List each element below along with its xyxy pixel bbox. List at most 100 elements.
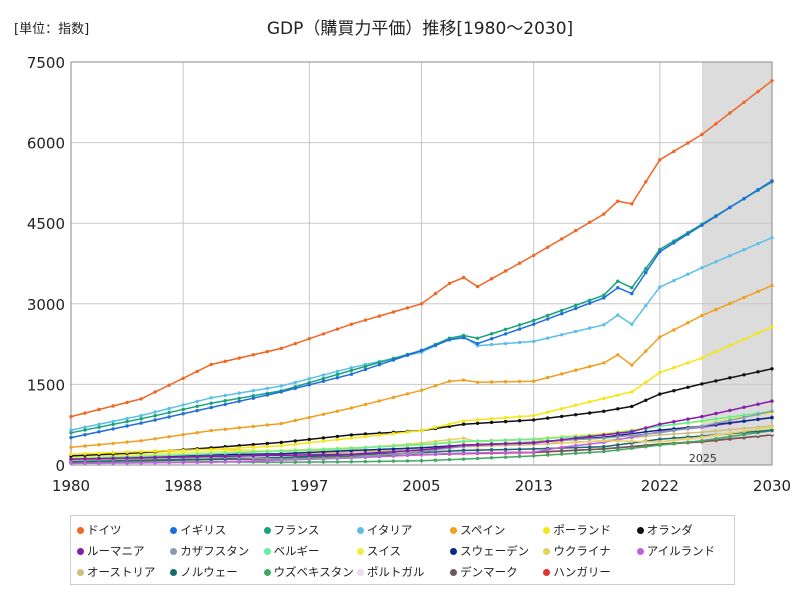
series-point xyxy=(195,369,199,374)
series-point xyxy=(602,439,606,443)
series-point xyxy=(279,440,283,445)
legend-swatch xyxy=(356,568,364,576)
series-point xyxy=(742,248,746,252)
series-point xyxy=(574,403,578,407)
series-point xyxy=(265,349,269,354)
series-point xyxy=(658,431,662,435)
series-point xyxy=(265,453,269,458)
legend-label: デンマーク xyxy=(460,565,518,579)
series-point xyxy=(321,412,326,416)
series-point xyxy=(139,439,143,443)
series-point xyxy=(602,436,606,440)
series-point xyxy=(672,438,676,442)
series-point xyxy=(560,449,564,453)
series-point xyxy=(517,261,522,265)
series-point xyxy=(321,447,326,452)
series-point xyxy=(125,424,129,428)
series-point xyxy=(616,435,620,439)
series-point xyxy=(546,313,550,318)
series-point xyxy=(433,425,438,430)
series-point xyxy=(377,314,382,318)
series-point xyxy=(630,202,634,206)
series-point xyxy=(349,406,354,410)
series-point xyxy=(686,361,690,365)
series-point xyxy=(111,441,115,446)
series-point xyxy=(139,397,143,401)
series-point xyxy=(532,339,536,344)
series-point xyxy=(237,426,241,430)
series-point xyxy=(658,285,662,289)
series-point xyxy=(83,428,87,432)
series-point xyxy=(742,373,746,377)
series-point xyxy=(532,318,536,323)
series-point xyxy=(630,390,634,394)
series-point xyxy=(391,310,396,314)
series-point xyxy=(419,302,424,306)
legend-item: ポーランド xyxy=(543,521,636,539)
series-point xyxy=(167,460,171,465)
forecast-year-label: 2025 xyxy=(689,452,717,465)
series-point xyxy=(223,359,227,363)
series-point xyxy=(644,270,648,275)
series-point xyxy=(97,407,101,412)
series-point xyxy=(125,416,129,421)
series-point xyxy=(644,304,648,308)
series-point xyxy=(756,412,760,416)
series-point xyxy=(714,122,718,126)
series-point xyxy=(756,417,760,422)
series-point xyxy=(181,433,185,437)
series-point xyxy=(447,449,452,453)
series-point xyxy=(644,426,648,430)
series-point xyxy=(335,409,340,413)
series-point xyxy=(293,457,297,461)
series-point xyxy=(728,343,732,348)
series-point xyxy=(419,442,424,447)
series-point xyxy=(532,379,536,383)
legend-swatch xyxy=(636,547,644,555)
series-point xyxy=(489,277,494,281)
series-point xyxy=(181,455,185,459)
series-point xyxy=(251,389,255,393)
legend-label: イタリア xyxy=(366,523,413,537)
series-point xyxy=(307,450,311,455)
series-point xyxy=(475,439,480,443)
series-point xyxy=(321,460,326,464)
series-point xyxy=(644,432,648,436)
legend-label: カザフスタン xyxy=(180,544,250,558)
series-point xyxy=(405,353,410,357)
series-point xyxy=(265,423,269,427)
series-point xyxy=(574,329,578,334)
series-point xyxy=(419,459,424,463)
series-point xyxy=(489,332,494,336)
series-point xyxy=(672,420,676,424)
series-point xyxy=(181,412,185,416)
series-point xyxy=(195,408,199,413)
series-point xyxy=(630,363,634,367)
series-point xyxy=(307,415,311,420)
legend-label: オランダ xyxy=(646,523,693,537)
series-point xyxy=(237,446,241,450)
series-point xyxy=(532,322,536,326)
series-point xyxy=(223,399,227,403)
series-point xyxy=(503,442,508,446)
series-point xyxy=(279,444,283,448)
series-point xyxy=(588,364,592,369)
x-tick-label: 1988 xyxy=(164,477,202,495)
series-point xyxy=(139,456,143,460)
series-point xyxy=(517,419,522,423)
series-point xyxy=(447,457,452,462)
series-point xyxy=(658,370,662,375)
series-point xyxy=(433,441,438,446)
series-point xyxy=(546,336,550,340)
series-point xyxy=(293,380,297,385)
series-point xyxy=(461,436,466,440)
series-point xyxy=(742,337,746,342)
legend-swatch xyxy=(170,568,178,576)
series-point xyxy=(461,457,466,461)
series-point xyxy=(195,452,199,456)
series-point xyxy=(700,313,704,318)
series-point xyxy=(686,431,690,435)
series-point xyxy=(83,411,87,415)
series-point xyxy=(293,386,297,391)
series-point xyxy=(475,451,480,455)
